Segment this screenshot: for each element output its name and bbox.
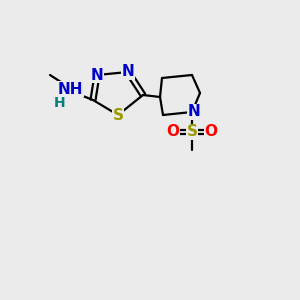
Text: O: O — [167, 124, 179, 140]
Text: H: H — [54, 96, 66, 110]
Text: NH: NH — [57, 82, 83, 97]
Text: N: N — [91, 68, 103, 82]
Text: S: S — [187, 124, 197, 140]
Text: S: S — [112, 107, 124, 122]
Text: O: O — [205, 124, 218, 140]
Text: N: N — [122, 64, 134, 80]
Text: N: N — [188, 104, 200, 119]
